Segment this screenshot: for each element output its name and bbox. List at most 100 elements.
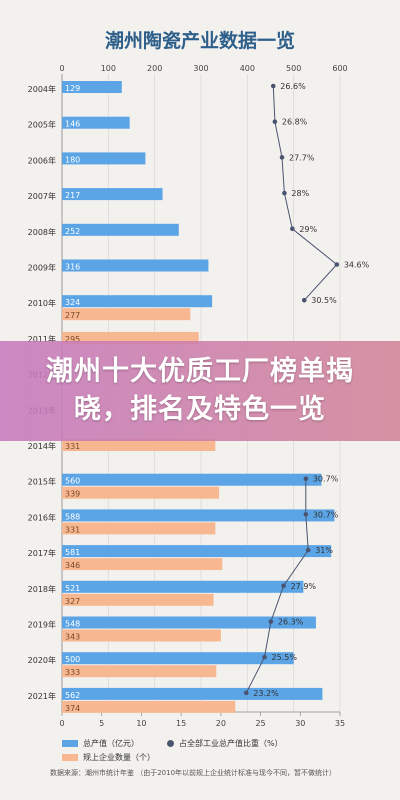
year-label: 2008年 (28, 227, 56, 237)
enterprise-value-label: 346 (65, 561, 80, 570)
year-label: 2017年 (28, 548, 56, 558)
year-label: 2018年 (28, 584, 56, 594)
output-value-label: 521 (65, 584, 80, 593)
output-bar (62, 687, 323, 700)
year-label: 2010年 (28, 298, 56, 308)
output-value-label: 588 (65, 512, 80, 521)
legend-label-enterprises: 规上企业数量（个） (83, 752, 155, 762)
top-tick-label: 300 (193, 64, 208, 73)
share-point (281, 583, 286, 589)
bottom-tick-label: 35 (335, 719, 345, 728)
enterprise-value-label: 327 (65, 597, 80, 606)
output-bar (62, 223, 179, 236)
top-tick-label: 200 (147, 64, 162, 73)
legend-swatch-output (62, 739, 78, 747)
legend-label-output: 总产值（亿元） (83, 738, 139, 748)
enterprise-bar (62, 593, 214, 606)
share-value-label: 26.8% (282, 118, 308, 127)
enterprise-value-label: 331 (65, 525, 80, 534)
share-point (282, 190, 287, 196)
share-point (303, 512, 309, 517)
share-value-label: 29% (299, 225, 317, 234)
share-point (334, 262, 340, 267)
output-value-label: 581 (65, 548, 80, 557)
output-value-label: 500 (65, 655, 80, 664)
share-point (290, 226, 295, 232)
year-label: 2011年 (28, 334, 56, 344)
enterprise-value-label: 374 (65, 704, 80, 713)
output-bar (62, 116, 130, 129)
bottom-tick-label: 5 (99, 719, 104, 728)
share-value-label: 28% (291, 189, 309, 198)
share-point (279, 155, 285, 160)
output-bar (62, 509, 335, 522)
output-value-label: 146 (65, 120, 80, 129)
legend-label-share: 占全部工业总产值比重（%） (179, 738, 283, 748)
source-note: 数据来源：潮州市统计年鉴 （由于2010年以前规上企业统计标准与现今不同，暂不做… (50, 769, 337, 777)
enterprise-value-label: 333 (65, 668, 80, 677)
legend: 总产值（亿元） 占全部工业总产值比重（%） 规上企业数量（个） (62, 736, 382, 764)
share-point (270, 83, 276, 89)
headline-title: 潮州十大优质工厂榜单揭晓，排名及特色一览 (46, 356, 354, 425)
share-point (305, 547, 311, 553)
enterprise-value-label: 295 (65, 335, 80, 344)
year-label: 2020年 (28, 655, 56, 665)
year-label: 2004年 (28, 84, 56, 94)
legend-item-share: 占全部工业总产值比重（%） (167, 738, 283, 749)
enterprise-value-label: 339 (65, 490, 80, 499)
legend-dot-share (167, 739, 174, 747)
top-tick-label: 600 (332, 64, 347, 73)
year-label: 2014年 (28, 441, 56, 451)
output-bar (62, 152, 146, 165)
top-tick-label: 400 (240, 64, 255, 73)
bottom-tick-label: 30 (295, 719, 305, 728)
headline-banner: 潮州十大优质工厂榜单揭晓，排名及特色一览 (0, 341, 400, 441)
share-point (272, 119, 278, 124)
year-label: 2006年 (28, 155, 56, 165)
share-value-label: 27.7% (289, 153, 315, 162)
output-value-label: 316 (65, 263, 80, 272)
share-value-label: 34.6% (344, 261, 370, 270)
output-value-label: 129 (65, 84, 80, 93)
share-value-label: 26.3% (278, 618, 304, 627)
legend-item-enterprises: 规上企业数量（个） (62, 752, 155, 763)
enterprise-bar (62, 558, 223, 571)
output-bar (62, 616, 316, 629)
bottom-tick-label: 0 (59, 719, 64, 728)
year-label: 2016年 (28, 512, 56, 522)
enterprise-bar (62, 439, 216, 451)
year-label: 2005年 (28, 120, 56, 130)
top-tick-label: 0 (59, 64, 64, 73)
output-bar (62, 295, 213, 308)
year-label: 2007年 (28, 191, 56, 201)
share-value-label: 30.7% (313, 510, 339, 519)
enterprise-bar (62, 308, 191, 321)
year-label: 2019年 (28, 620, 56, 630)
share-point (243, 690, 249, 696)
legend-item-output: 总产值（亿元） (62, 738, 139, 749)
share-value-label: 27.9% (291, 582, 317, 591)
output-value-label: 560 (65, 477, 80, 486)
output-value-label: 217 (65, 191, 80, 200)
bottom-tick-label: 10 (136, 719, 146, 728)
output-value-label: 180 (65, 155, 80, 164)
output-bar (62, 473, 322, 486)
enterprise-bar (62, 331, 199, 344)
share-point (262, 654, 267, 660)
share-value-label: 25.5% (272, 653, 298, 662)
year-label: 2015年 (28, 477, 56, 487)
output-bar (62, 188, 163, 201)
enterprise-value-label: 343 (65, 633, 80, 642)
bottom-tick-label: 15 (176, 719, 186, 728)
enterprise-bar (62, 522, 216, 535)
output-value-label: 562 (65, 691, 80, 700)
share-value-label: 26.6% (280, 82, 306, 91)
bottom-tick-label: 25 (255, 719, 265, 728)
enterprise-bar (62, 665, 217, 678)
output-bar (62, 580, 304, 593)
output-value-label: 548 (65, 620, 80, 629)
share-value-label: 30.5% (311, 296, 337, 305)
enterprise-bar (62, 629, 221, 642)
